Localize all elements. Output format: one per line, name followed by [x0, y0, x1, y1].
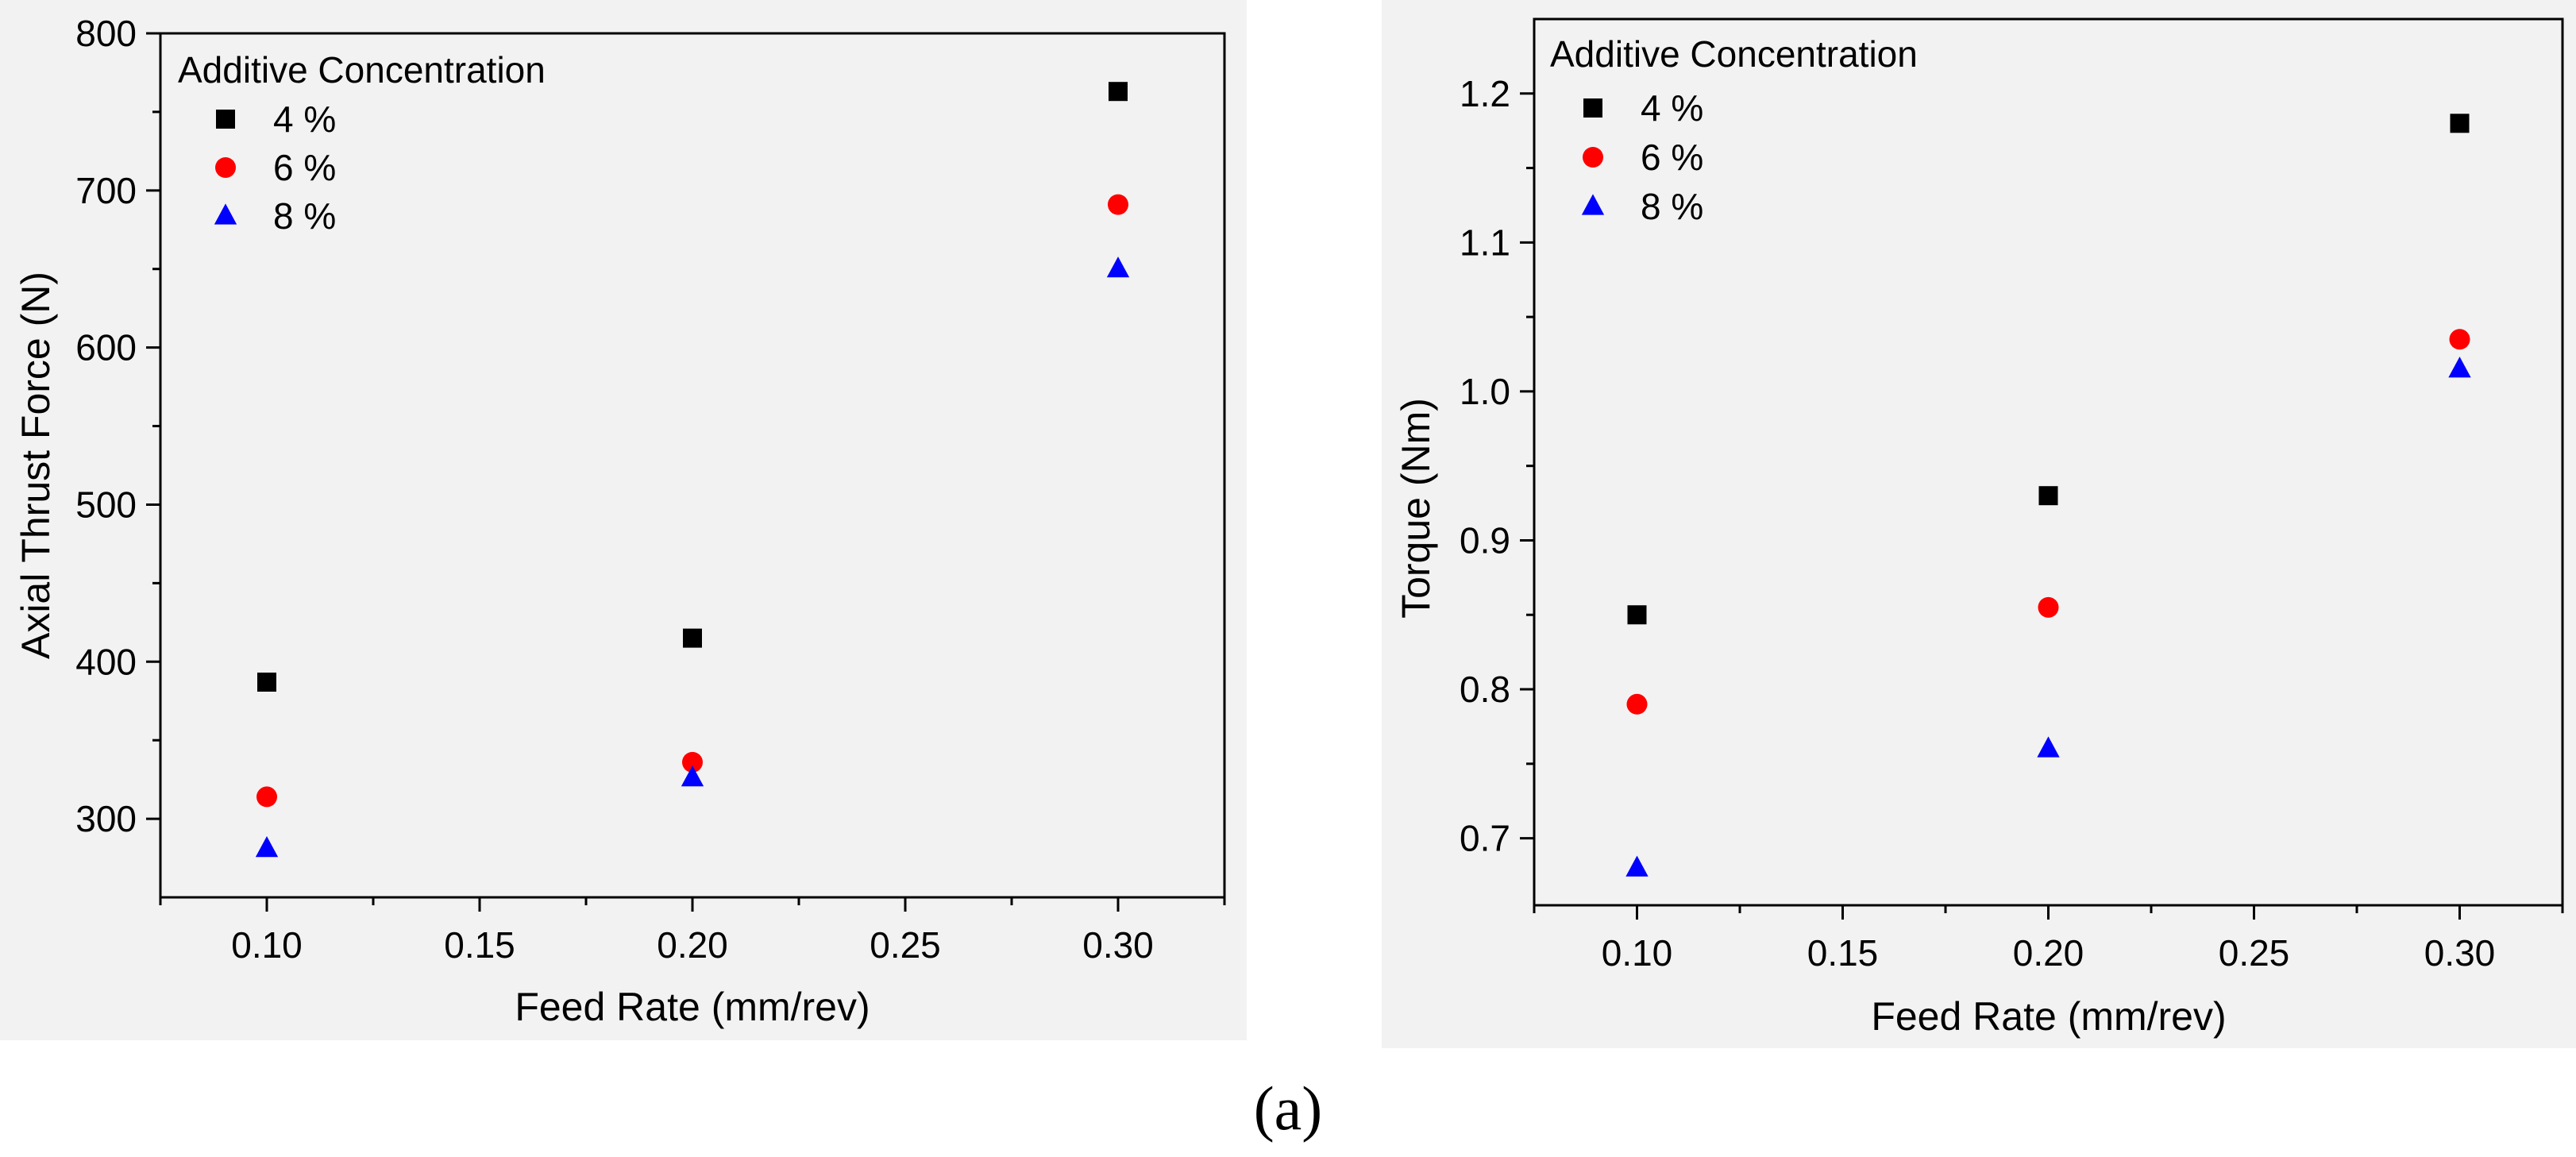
thrust-legend-marker-circle: [215, 157, 236, 178]
left-panel-background: [0, 0, 1247, 1040]
torque-x-tick-label: 0.30: [2424, 932, 2496, 974]
thrust-legend-items: 4 % 6 % 8 %: [214, 98, 336, 237]
torque-legend-label: 4 %: [1641, 87, 1703, 129]
thrust-legend-marker-triangle: [214, 203, 237, 225]
torque-point-square: [2450, 114, 2470, 133]
torque-legend: Additive Concentration 4 % 6 % 8 %: [1550, 33, 1918, 227]
thrust-point-square: [1109, 82, 1128, 102]
thrust-x-tick-label: 0.10: [231, 924, 303, 966]
thrust-y-tick-label: 600: [75, 327, 137, 368]
thrust-x-ticks: 0.10 0.15 0.20 0.25 0.30: [159, 897, 1226, 966]
thrust-legend-label: 8 %: [273, 195, 336, 237]
thrust-y-tick-label: 400: [75, 641, 137, 682]
thrust-x-axis-title: Feed Rate (mm/rev): [515, 985, 870, 1029]
torque-point-square: [1627, 605, 1647, 625]
torque-y-tick-label: 1.0: [1460, 371, 1510, 412]
torque-legend-label: 8 %: [1641, 186, 1703, 227]
torque-data-points: [1625, 114, 2471, 877]
torque-y-axis-title: Torque (Nm): [1394, 398, 1438, 619]
thrust-point-square: [257, 672, 276, 692]
torque-point-square: [2038, 486, 2058, 506]
torque-y-tick-label: 0.7: [1460, 818, 1510, 859]
thrust-point-circle: [682, 751, 703, 773]
torque-x-axis-title: Feed Rate (mm/rev): [1871, 994, 2226, 1039]
thrust-y-tick-label: 500: [75, 484, 137, 525]
torque-legend-items: 4 % 6 % 8 %: [1581, 87, 1703, 227]
thrust-legend-title: Additive Concentration: [178, 49, 546, 91]
thrust-point-triangle: [255, 836, 279, 858]
thrust-x-tick-label: 0.20: [657, 924, 728, 966]
torque-x-ticks: 0.10 0.15 0.20 0.25 0.30: [1533, 905, 2564, 974]
torque-point-triangle: [2037, 736, 2060, 758]
thrust-point-circle: [256, 786, 277, 808]
torque-point-circle: [1626, 693, 1648, 715]
torque-chart: 0.10 0.15 0.20 0.25 0.30 0.70.80.91.01.11.2 …: [1394, 17, 2564, 1039]
right-panel-background: [1382, 0, 2576, 1048]
torque-x-tick-label: 0.15: [1807, 932, 1879, 974]
thrust-x-tick-label: 0.15: [444, 924, 515, 966]
torque-point-triangle: [1625, 855, 1649, 877]
torque-legend-label: 6 %: [1641, 137, 1703, 178]
torque-legend-title: Additive Concentration: [1550, 33, 1918, 75]
thrust-legend: Additive Concentration 4 % 6 % 8 %: [178, 49, 546, 237]
thrust-point-square: [683, 628, 702, 648]
torque-x-tick-label: 0.10: [1602, 932, 1673, 974]
thrust-point-circle: [1108, 194, 1128, 215]
thrust-y-tick-label: 700: [75, 170, 137, 211]
thrust-y-axis-title: Axial Thrust Force (N): [13, 272, 58, 659]
torque-point-triangle: [2448, 357, 2471, 378]
thrust-force-chart: 0.10 0.15 0.20 0.25 0.30 300400500600700800 …: [13, 13, 1226, 1029]
torque-legend-marker-triangle: [1581, 194, 1605, 215]
torque-y-tick-label: 1.1: [1460, 222, 1510, 263]
torque-y-tick-label: 0.8: [1460, 669, 1510, 710]
thrust-y-ticks: 300 400 500 600 700 800: [75, 13, 160, 839]
thrust-legend-label: 4 %: [273, 98, 336, 140]
thrust-point-triangle: [1106, 256, 1130, 278]
thrust-data-points: [255, 82, 1130, 858]
torque-y-tick-label: 1.2: [1460, 73, 1510, 114]
torque-x-tick-label: 0.20: [2013, 932, 2084, 974]
thrust-legend-marker-square: [216, 110, 235, 129]
torque-legend-marker-circle: [1583, 147, 1603, 168]
figure-caption: (a): [1254, 1074, 1323, 1143]
torque-x-tick-label: 0.25: [2219, 932, 2290, 974]
thrust-y-tick-label: 300: [75, 798, 137, 839]
thrust-x-tick-label: 0.30: [1082, 924, 1154, 966]
torque-legend-marker-square: [1583, 98, 1602, 118]
torque-y-ticks: 0.7 0.8 0.9 1.0 1.1 1.2: [1460, 73, 1534, 859]
thrust-x-tick-label: 0.25: [870, 924, 941, 966]
torque-point-circle: [2038, 596, 2059, 618]
thrust-legend-label: 6 %: [273, 147, 336, 188]
thrust-y-tick-label: 800: [75, 13, 137, 54]
torque-point-circle: [2449, 329, 2470, 350]
thrust-point-triangle: [681, 766, 704, 787]
torque-y-tick-label: 0.9: [1460, 519, 1510, 561]
